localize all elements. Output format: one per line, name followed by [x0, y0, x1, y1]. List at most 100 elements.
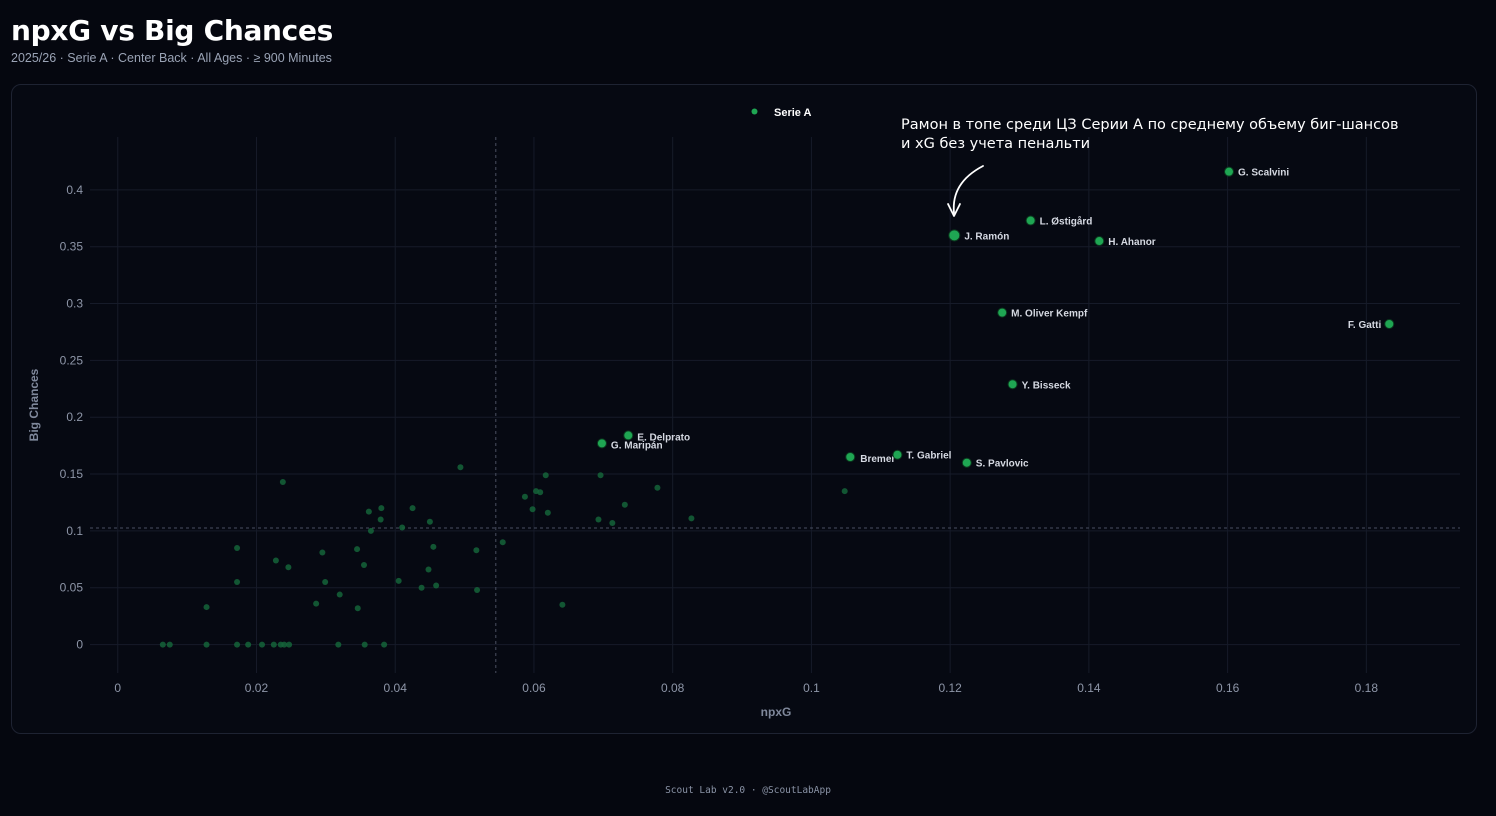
- annotation: Рамон в топе среди ЦЗ Серии А по среднем…: [901, 117, 1399, 217]
- player-point[interactable]: [430, 543, 437, 550]
- x-tick-label: 0.16: [1216, 681, 1240, 695]
- player-label: F. Gatti: [1348, 320, 1382, 331]
- player-label: S. Pavlovic: [976, 459, 1029, 470]
- annotation-line-2: и xG без учета пенальти: [901, 136, 1090, 152]
- legend: Serie A: [751, 107, 812, 119]
- player-point[interactable]: [285, 564, 292, 571]
- player-point[interactable]: [542, 472, 549, 479]
- player-point[interactable]: [259, 641, 266, 648]
- player-point-highlighted[interactable]: [1025, 215, 1036, 226]
- other-players-points: [159, 464, 848, 648]
- x-tick-label: 0.02: [245, 681, 269, 695]
- player-point[interactable]: [354, 605, 361, 612]
- x-axis-ticks: 0 0.02 0.04 0.06 0.08 0.1 0.12 0.14 0.16 0.18: [114, 681, 1378, 695]
- x-tick-label: 0.18: [1355, 681, 1379, 695]
- player-point[interactable]: [473, 547, 480, 554]
- player-point[interactable]: [270, 641, 277, 648]
- player-point[interactable]: [399, 524, 406, 531]
- player-point[interactable]: [234, 544, 241, 551]
- player-point-highlighted[interactable]: [961, 457, 972, 468]
- player-point[interactable]: [457, 464, 464, 471]
- legend-marker: [751, 108, 758, 115]
- player-point[interactable]: [544, 509, 551, 516]
- player-point[interactable]: [521, 493, 528, 500]
- player-point[interactable]: [609, 519, 616, 526]
- player-point[interactable]: [378, 505, 385, 512]
- player-point[interactable]: [361, 562, 367, 569]
- player-point[interactable]: [381, 641, 388, 648]
- player-point[interactable]: [499, 539, 506, 546]
- player-label: G. Scalvini: [1238, 168, 1289, 179]
- player-point[interactable]: [336, 591, 343, 598]
- player-point[interactable]: [654, 484, 661, 491]
- player-point[interactable]: [426, 518, 433, 525]
- player-point[interactable]: [367, 527, 374, 534]
- player-point[interactable]: [418, 584, 425, 591]
- player-label: E. Delprato: [637, 432, 690, 443]
- player-point[interactable]: [234, 579, 241, 586]
- x-tick-label: 0.04: [384, 681, 408, 695]
- player-point-highlighted[interactable]: [1094, 236, 1105, 247]
- player-point[interactable]: [433, 582, 440, 589]
- scatter-chart: 0 0.02 0.04 0.06 0.08 0.1 0.12 0.14 0.16 0.18 0 0.…: [27, 107, 1460, 719]
- player-label: Bremer: [860, 454, 895, 465]
- player-point[interactable]: [595, 516, 602, 523]
- player-point[interactable]: [203, 604, 210, 611]
- x-tick-label: 0.06: [522, 681, 546, 695]
- player-label: T. Gabriel: [906, 451, 951, 462]
- chart-panel: 0 0.02 0.04 0.06 0.08 0.1 0.12 0.14 0.16 0.18 0 0.…: [11, 84, 1477, 734]
- player-point[interactable]: [621, 501, 628, 508]
- x-tick-label: 0: [114, 681, 121, 695]
- y-tick-label: 0.05: [60, 581, 84, 595]
- player-label: M. Oliver Kempf: [1011, 309, 1088, 320]
- y-tick-label: 0.15: [60, 467, 84, 481]
- player-point-highlighted[interactable]: [948, 229, 961, 242]
- x-tick-label: 0.08: [661, 681, 685, 695]
- player-point[interactable]: [474, 587, 481, 594]
- player-label: G. Maripán: [611, 440, 663, 451]
- player-point-highlighted[interactable]: [1224, 166, 1235, 177]
- player-point-highlighted[interactable]: [1007, 379, 1018, 390]
- player-point[interactable]: [688, 515, 695, 522]
- player-point[interactable]: [409, 505, 416, 512]
- footer-credit: Scout Lab v2.0 · @ScoutLabApp: [665, 785, 831, 796]
- player-point-highlighted[interactable]: [623, 430, 634, 441]
- grid: [90, 137, 1460, 673]
- player-point[interactable]: [597, 472, 604, 479]
- player-point[interactable]: [395, 577, 402, 584]
- player-point[interactable]: [354, 546, 361, 553]
- player-point-highlighted[interactable]: [596, 438, 607, 449]
- player-point[interactable]: [279, 479, 286, 486]
- player-point[interactable]: [286, 641, 293, 648]
- player-point[interactable]: [322, 579, 329, 586]
- player-point[interactable]: [234, 641, 241, 648]
- y-tick-label: 0.35: [60, 240, 84, 254]
- y-tick-label: 0.1: [66, 524, 83, 538]
- player-point[interactable]: [166, 641, 173, 648]
- player-point[interactable]: [319, 549, 326, 556]
- player-point[interactable]: [559, 601, 566, 608]
- player-point[interactable]: [313, 600, 320, 607]
- player-point[interactable]: [272, 557, 279, 564]
- player-point[interactable]: [529, 506, 536, 513]
- player-point[interactable]: [425, 566, 432, 573]
- player-point-highlighted[interactable]: [892, 449, 903, 460]
- player-point[interactable]: [159, 641, 166, 648]
- player-point[interactable]: [203, 641, 210, 648]
- player-point[interactable]: [281, 641, 288, 648]
- player-point[interactable]: [335, 641, 342, 648]
- player-point-highlighted[interactable]: [845, 452, 856, 463]
- player-point[interactable]: [377, 516, 384, 523]
- player-point[interactable]: [365, 508, 372, 515]
- player-point-highlighted[interactable]: [1384, 319, 1395, 330]
- player-point[interactable]: [245, 641, 252, 648]
- player-point[interactable]: [537, 489, 544, 496]
- y-tick-label: 0: [76, 638, 83, 652]
- y-tick-label: 0.25: [60, 353, 84, 367]
- player-point-highlighted[interactable]: [997, 307, 1008, 318]
- player-label: H. Ahanor: [1108, 237, 1156, 248]
- player-point[interactable]: [361, 641, 368, 648]
- highlighted-players: G. Scalvini L. Østigård J. Ramón H. Ahanor M…: [596, 166, 1395, 470]
- player-point[interactable]: [841, 488, 848, 495]
- annotation-arrowhead: [947, 203, 961, 217]
